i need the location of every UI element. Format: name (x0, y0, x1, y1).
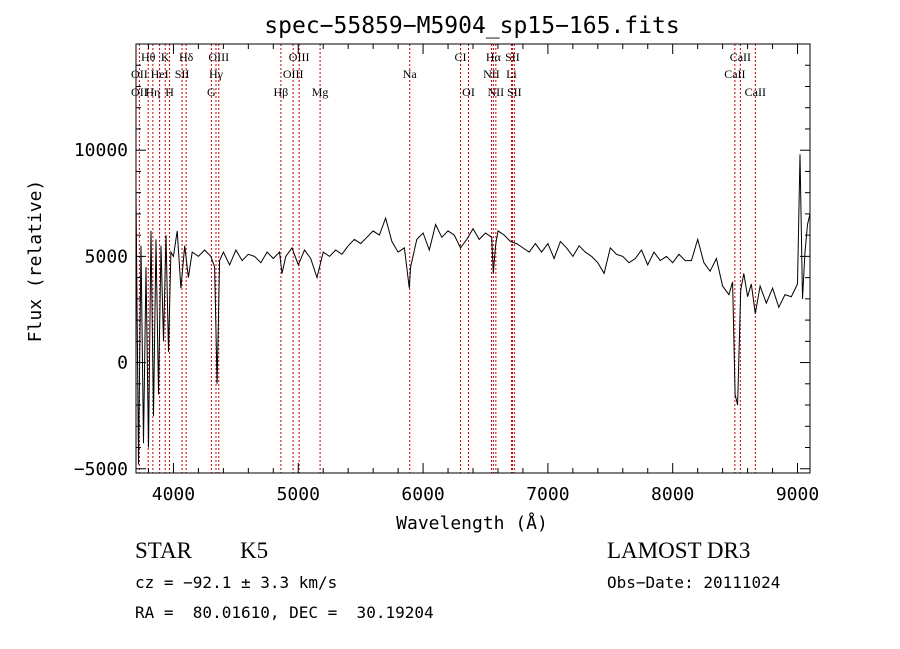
line-label: Hα (486, 50, 502, 64)
line-label: SII (175, 67, 190, 81)
line-label: OI (462, 85, 475, 99)
x-tick-label: 6000 (401, 484, 444, 505)
line-label: SII (507, 85, 522, 99)
line-label: SII (505, 50, 520, 64)
chart-title: spec−55859−M5904_sp15−165.fits (264, 13, 679, 39)
line-label: OII (131, 85, 148, 99)
line-label: NII (488, 85, 505, 99)
y-axis-ticks: −5000 0 5000 10000 (74, 43, 810, 480)
redshift-velocity: cz = −92.1 ± 3.3 km/s (135, 573, 338, 592)
y-axis-label: Flux (relative) (25, 180, 46, 343)
line-label: Hη (145, 85, 160, 99)
sky-coordinates: RA = 80.01610, DEC = 30.19204 (135, 603, 434, 622)
line-label: Mg (312, 85, 329, 99)
y-tick-label: 10000 (74, 140, 128, 161)
line-label: G (207, 85, 216, 99)
line-label: Hδ (179, 50, 194, 64)
x-tick-label: 8000 (651, 484, 694, 505)
y-tick-label: 5000 (85, 246, 128, 267)
line-label: H (165, 85, 174, 99)
x-tick-label: 4000 (152, 484, 195, 505)
line-label: Na (403, 67, 418, 81)
spectrum-series-line (135, 154, 811, 465)
line-label: Hγ (209, 67, 224, 81)
line-label: OIII (289, 50, 310, 64)
plot-frame (135, 43, 811, 474)
line-label: CaII (730, 50, 751, 64)
line-label: CaII (745, 85, 766, 99)
y-tick-label: −5000 (74, 459, 128, 480)
x-tick-label: 9000 (776, 484, 819, 505)
line-label: NII (483, 67, 500, 81)
line-label: OIII (208, 50, 229, 64)
x-axis-ticks: 4000 5000 6000 7000 8000 9000 (147, 44, 819, 505)
object-class: STAR (135, 538, 192, 563)
survey-label: LAMOST DR3 (607, 538, 751, 563)
object-subclass: K5 (240, 538, 269, 563)
line-label: Li (506, 67, 517, 81)
line-label: Hθ (141, 50, 156, 64)
line-label: K (161, 50, 170, 64)
x-tick-label: 7000 (526, 484, 569, 505)
x-axis-label: Wavelength (Å) (396, 512, 548, 534)
y-tick-label: 0 (117, 353, 128, 374)
line-label: CI (455, 50, 467, 64)
line-label: Hβ (274, 85, 289, 99)
line-label: CaII (724, 67, 745, 81)
x-tick-label: 5000 (277, 484, 320, 505)
line-label: HeI (151, 67, 169, 81)
observation-date: Obs−Date: 20111024 (607, 573, 781, 592)
line-label: OIII (283, 67, 304, 81)
line-label: OII (131, 67, 148, 81)
